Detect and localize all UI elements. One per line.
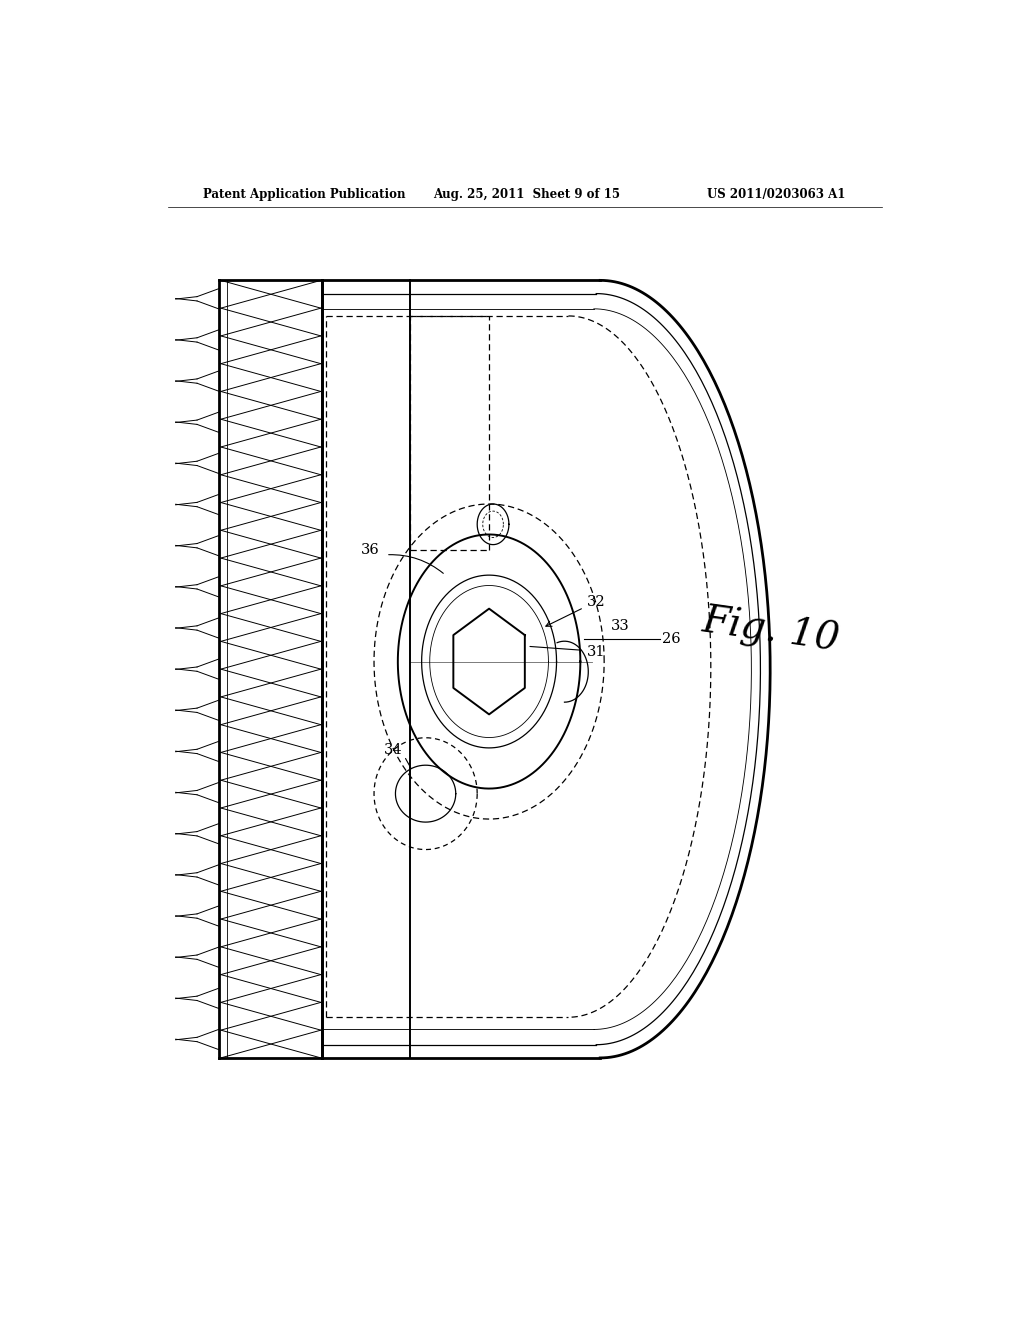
- Text: Fig. 10: Fig. 10: [699, 602, 842, 660]
- Text: 31: 31: [587, 645, 605, 660]
- Text: 33: 33: [610, 619, 630, 634]
- Text: US 2011/0203063 A1: US 2011/0203063 A1: [708, 189, 846, 202]
- Text: 26: 26: [663, 632, 681, 647]
- Text: Aug. 25, 2011  Sheet 9 of 15: Aug. 25, 2011 Sheet 9 of 15: [433, 189, 621, 202]
- Text: 34: 34: [384, 743, 402, 756]
- Text: 32: 32: [546, 594, 605, 626]
- Text: Patent Application Publication: Patent Application Publication: [204, 189, 406, 202]
- Text: 36: 36: [360, 543, 380, 557]
